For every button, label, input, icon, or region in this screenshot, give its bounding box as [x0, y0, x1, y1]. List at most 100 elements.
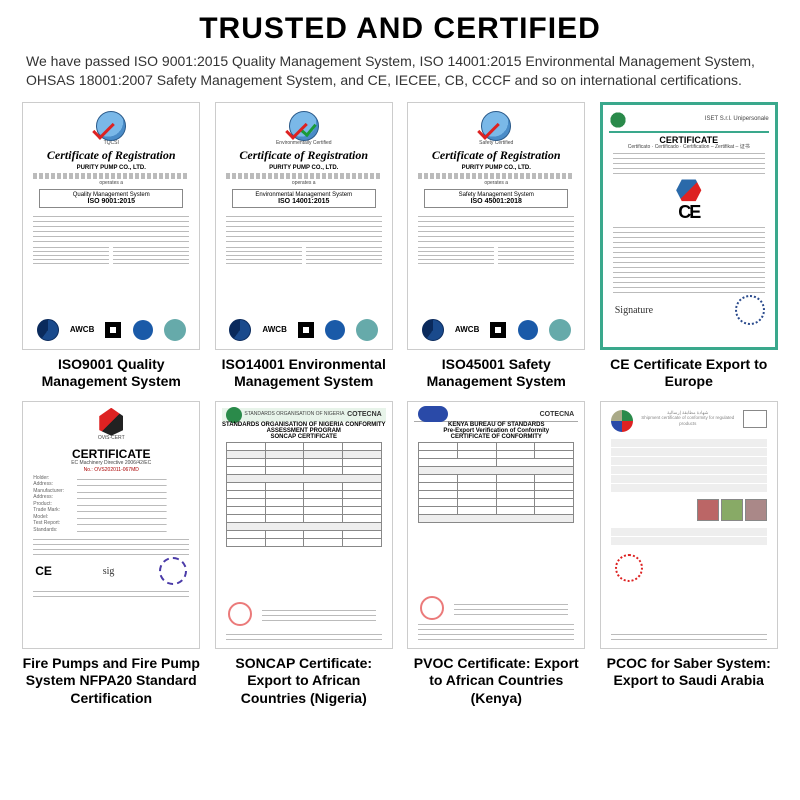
ce-mark: CE	[609, 202, 769, 223]
awcb-logo: AWCB	[262, 325, 286, 334]
cert-cell-pvoc: COTECNA KENYA BUREAU OF STANDARDS Pre-Ex…	[405, 401, 588, 708]
page-title: TRUSTED AND CERTIFIED	[20, 12, 780, 46]
cert-number: No.: OVS202011-067MD	[29, 467, 193, 473]
accreditation-logos: AWCB	[29, 317, 193, 343]
cert-heading: CERTIFICATE	[29, 447, 193, 461]
body-text	[226, 212, 382, 242]
tree-icon	[609, 111, 627, 129]
cert-cell-soncap: STANDARDS ORGANISATION OF NIGERIA COTECN…	[213, 401, 396, 708]
pcoc-title: شهادة مطابقة إرساليةShipment certificate…	[633, 410, 743, 432]
pcoc-header: شهادة مطابقة إرساليةShipment certificate…	[607, 408, 771, 434]
stamp-icon	[159, 557, 187, 585]
footer-text	[418, 624, 574, 640]
qr-icon	[490, 322, 506, 338]
cert-caption: ISO45001 Safety Management System	[407, 356, 585, 391]
iaf-icon	[518, 320, 538, 340]
hex-icon	[675, 178, 703, 202]
mgmt-line2: ISO 14001:2015	[237, 198, 371, 205]
cert-caption: CE Certificate Export to Europe	[600, 356, 778, 391]
iaf-icon	[133, 320, 153, 340]
tqcsi-logo	[29, 111, 193, 141]
cert-caption: ISO14001 Environmental Management System	[215, 356, 393, 391]
doc-sub2: SONCAP CERTIFICATE	[271, 434, 337, 440]
cor-title: Certificate of Registration	[222, 148, 386, 163]
jasanz-icon	[229, 319, 251, 341]
data-table	[226, 442, 382, 547]
son-org: STANDARDS ORGANISATION OF NIGERIA	[244, 412, 344, 418]
cert-cell-ce: ISET S.r.l. Unipersonale CERTIFICATE Cer…	[598, 102, 781, 391]
ovis-shield-icon	[99, 408, 123, 436]
stamp-icon	[735, 295, 765, 325]
product-thumb	[721, 499, 743, 521]
tqcsi-label: TQCSI	[29, 141, 193, 147]
body-text	[613, 223, 765, 293]
signature-block	[226, 246, 382, 264]
body-text	[33, 212, 189, 242]
footer-text	[611, 632, 767, 640]
doc-sub1: STANDARDS ORGANISATION OF NIGERIA CONFOR…	[222, 422, 386, 434]
company-name: PURITY PUMP CO., LTD.	[29, 165, 193, 171]
cert-image-pvoc: COTECNA KENYA BUREAU OF STANDARDS Pre-Ex…	[407, 401, 585, 649]
badge-icon	[549, 319, 571, 341]
cert-image-nfpa20: OViS·CERT CERTIFICATE EC Machinery Direc…	[22, 401, 200, 649]
footer-text	[33, 587, 189, 597]
badge-icon	[164, 319, 186, 341]
accreditation-logos: AWCB	[222, 317, 386, 343]
tqcsi-logo	[414, 111, 578, 141]
approved-text: operates a	[414, 181, 578, 187]
signature: sig	[97, 566, 115, 577]
cert-caption: SONCAP Certificate: Export to African Co…	[215, 655, 393, 708]
qr-icon	[298, 322, 314, 338]
kebs-logo-icon	[418, 406, 448, 422]
awcb-logo: AWCB	[455, 325, 479, 334]
cert-caption: PVOC Certificate: Export to African Coun…	[407, 655, 585, 708]
ce-subtitle: Certificato · Certificado · Certificatio…	[609, 145, 769, 151]
tqcsi-logo	[222, 111, 386, 141]
product-thumb	[745, 499, 767, 521]
cert-cell-iso45001: Safety Certified Certificate of Registra…	[405, 102, 588, 391]
stamp-icon	[420, 596, 444, 620]
cert-image-soncap: STANDARDS ORGANISATION OF NIGERIA COTECN…	[215, 401, 393, 649]
jasanz-icon	[422, 319, 444, 341]
ovis-brand: OViS·CERT	[29, 436, 193, 442]
ce-mark-small: CE	[35, 564, 52, 578]
stamp-icon	[228, 602, 252, 626]
globe-icon	[96, 111, 126, 141]
header-band: STANDARDS ORGANISATION OF NIGERIA COTECN…	[222, 408, 386, 422]
signature-block	[33, 246, 189, 264]
cert-cell-iso14001: Environmentally Certified Certificate of…	[213, 102, 396, 391]
cor-title: Certificate of Registration	[414, 148, 578, 163]
globe-icon	[481, 111, 511, 141]
accreditation-logos: AWCB	[414, 317, 578, 343]
cert-caption: PCOC for Saber System: Export to Saudi A…	[600, 655, 778, 690]
company-name: PURITY PUMP CO., LTD.	[414, 165, 578, 171]
product-thumb	[697, 499, 719, 521]
signature: Signature	[609, 305, 653, 316]
cotecna-logo: COTECNA	[347, 411, 382, 418]
kv-block: Holder: Address: Manufacturer: Address: …	[33, 475, 189, 534]
cert-image-ce: ISET S.r.l. Unipersonale CERTIFICATE Cer…	[600, 102, 778, 350]
cert-image-iso14001: Environmentally Certified Certificate of…	[215, 102, 393, 350]
page-subtitle: We have passed ISO 9001:2015 Quality Man…	[26, 52, 774, 90]
doc-title: KENYA BUREAU OF STANDARDS Pre-Export Ver…	[414, 422, 578, 440]
globe-icon	[289, 111, 319, 141]
cert-cell-nfpa20: OViS·CERT CERTIFICATE EC Machinery Direc…	[20, 401, 203, 708]
mgmt-line1: Environmental Management System	[237, 192, 371, 198]
jasanz-icon	[37, 319, 59, 341]
eco-tag: Safety Certified	[414, 141, 578, 147]
cotecna-logo: COTECNA	[540, 411, 575, 418]
divider	[418, 173, 574, 179]
approved-text: operates a	[222, 181, 386, 187]
management-box: Quality Management System ISO 9001:2015	[39, 189, 183, 208]
body-text	[418, 212, 574, 242]
cert-image-pcoc: شهادة مطابقة إرساليةShipment certificate…	[600, 401, 778, 649]
ce-header: ISET S.r.l. Unipersonale	[609, 111, 769, 133]
footer-text	[226, 630, 382, 640]
ovis-logo-wrap	[29, 408, 193, 436]
mgmt-line2: ISO 45001:2018	[429, 198, 563, 205]
qr-icon	[105, 322, 121, 338]
thumbnail-row	[611, 499, 767, 521]
management-box: Environmental Management System ISO 1400…	[232, 189, 376, 208]
cert-image-iso9001: TQCSI Certificate of Registration PURITY…	[22, 102, 200, 350]
management-box: Safety Management System ISO 45001:2018	[424, 189, 568, 208]
